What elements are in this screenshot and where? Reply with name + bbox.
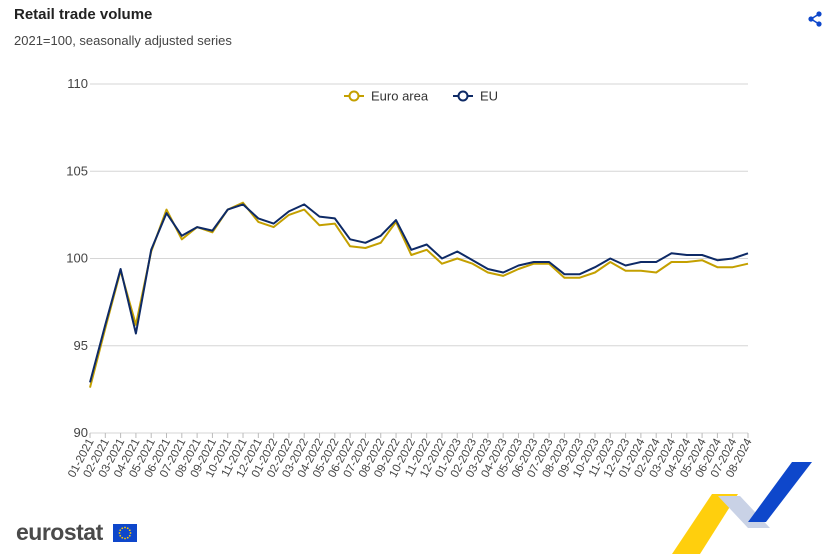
y-tick-label: 100 bbox=[66, 251, 88, 266]
share-icon[interactable] bbox=[806, 10, 824, 28]
flag-star bbox=[119, 534, 122, 537]
flag-star bbox=[126, 527, 129, 530]
flag-star bbox=[128, 534, 131, 537]
flag-star bbox=[124, 526, 126, 529]
chart-title: Retail trade volume bbox=[14, 6, 153, 23]
flag-star bbox=[119, 529, 122, 532]
flag-star bbox=[128, 529, 131, 532]
y-tick-label: 90 bbox=[74, 425, 88, 440]
flag-star bbox=[121, 536, 124, 539]
chart-subtitle: 2021=100, seasonally adjusted series bbox=[14, 33, 232, 48]
deco-blue-band bbox=[748, 462, 812, 522]
eurostat-logo: eurostat bbox=[16, 519, 103, 545]
y-tick-label: 110 bbox=[67, 76, 88, 91]
flag-star bbox=[118, 532, 121, 534]
eu-flag-icon bbox=[113, 524, 137, 542]
legend-label: EU bbox=[480, 89, 498, 104]
flag-star bbox=[126, 536, 129, 539]
flag-star bbox=[129, 532, 132, 534]
legend-marker bbox=[348, 90, 360, 102]
flag-star bbox=[124, 537, 126, 540]
y-tick-label: 95 bbox=[74, 338, 88, 353]
y-tick-label: 105 bbox=[66, 163, 88, 178]
legend-marker bbox=[457, 90, 469, 102]
deco-yellow-band bbox=[672, 494, 738, 554]
flag-star bbox=[121, 527, 124, 530]
series-line-euro-area bbox=[89, 201, 749, 388]
series-line-eu bbox=[89, 203, 749, 383]
legend-label: Euro area bbox=[371, 89, 429, 104]
